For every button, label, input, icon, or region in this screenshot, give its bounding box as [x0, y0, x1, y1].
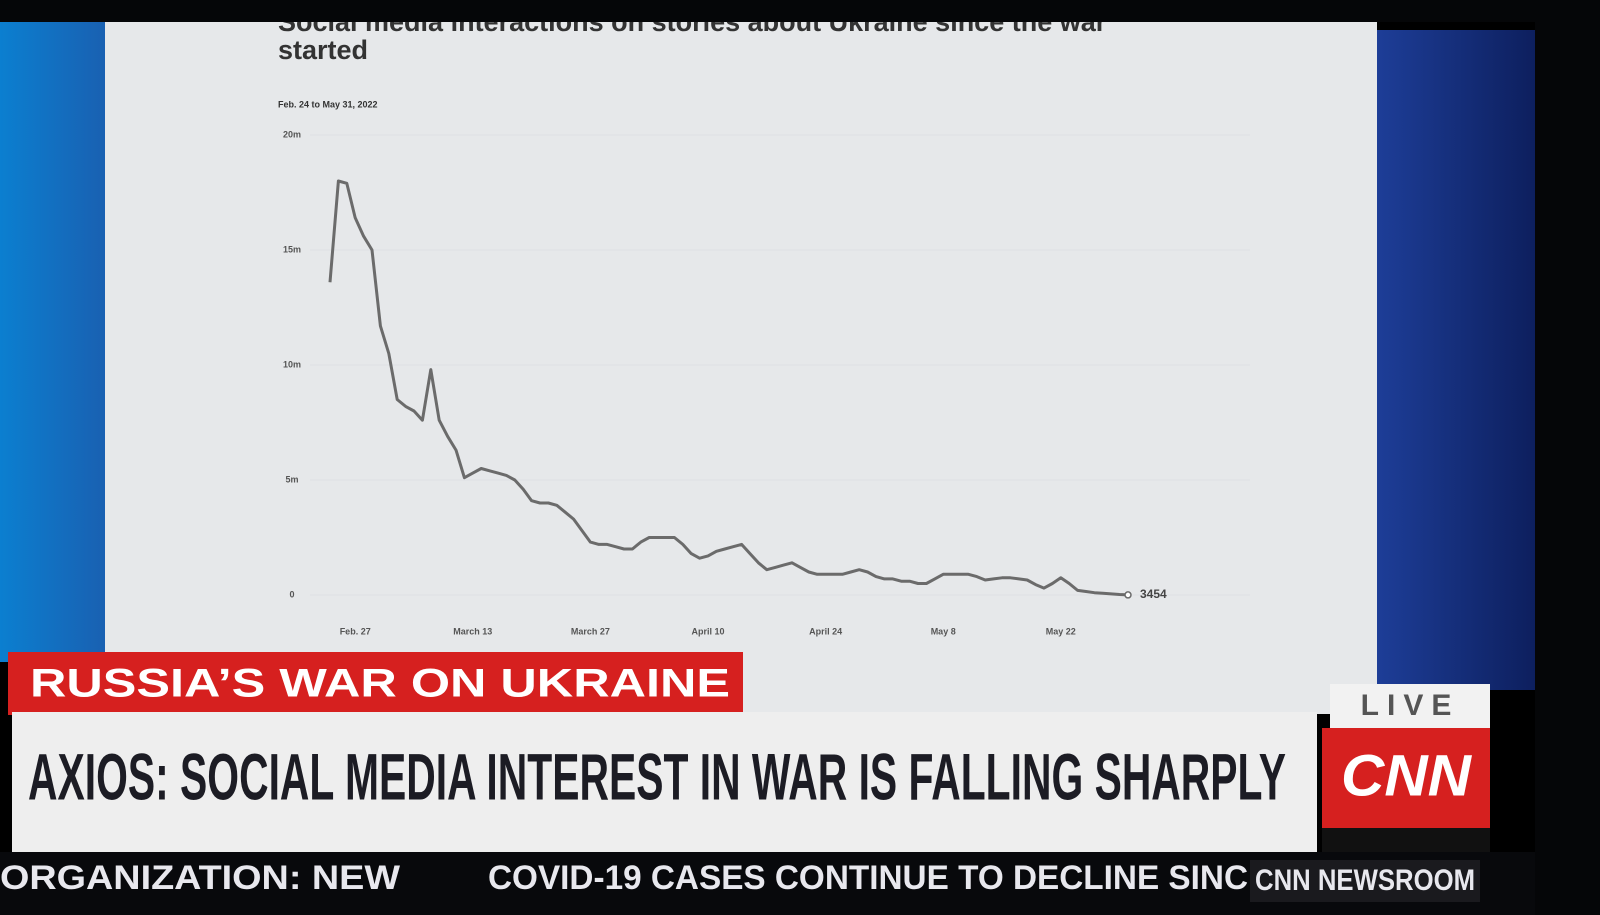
logo-strip [1322, 828, 1490, 852]
y-tick-label: 5m [285, 474, 298, 484]
bezel-right [1535, 0, 1600, 915]
ticker-logo-box [1250, 860, 1480, 902]
end-point [1124, 591, 1132, 599]
ticker-item: CNN NEWSROOM [1255, 864, 1475, 897]
data-line [328, 179, 1129, 597]
headline-bar [12, 712, 1317, 852]
x-tick-label: April 10 [691, 626, 724, 636]
x-tick-label: March 13 [453, 626, 492, 636]
title-wrap: Social media interactions on stories abo… [278, 14, 1106, 64]
chart-panel [105, 14, 1377, 714]
y-tick-label: 15m [283, 244, 301, 254]
plot: 0 5m 10m 15m 20m Feb. 27 March 13 March 27 April… [283, 129, 1250, 636]
x-tick-label: May 8 [931, 626, 956, 636]
y-tick-label: 20m [283, 129, 301, 139]
right-backdrop [1370, 30, 1535, 690]
story-tag: RUSSIA’S WAR ON UKRAINE [30, 662, 730, 706]
live-label: LIVE [1361, 689, 1460, 722]
network-logo: CNN [1341, 743, 1472, 808]
headline: AXIOS: SOCIAL MEDIA INTEREST IN WAR IS F… [28, 739, 1286, 813]
y-tick-label: 0 [289, 589, 294, 599]
x-tick-label: March 27 [571, 626, 610, 636]
tag-box [8, 652, 743, 715]
x-tick-label: April 24 [809, 626, 842, 636]
logo-box [1322, 728, 1490, 828]
left-backdrop [0, 12, 110, 662]
ticker-item: COVID-19 CASES CONTINUE TO DECLINE SINC [488, 859, 1248, 897]
live-box [1330, 684, 1490, 728]
x-tick-label: May 22 [1046, 626, 1076, 636]
bezel-top [0, 0, 1600, 22]
y-tick-label: 10m [283, 359, 301, 369]
chart-subtitle: Feb. 24 to May 31, 2022 [278, 99, 378, 109]
ticker-item: ORGANIZATION: NEW [0, 859, 401, 897]
x-tick-label: Feb. 27 [340, 626, 371, 636]
end-label: 3454 [1140, 587, 1167, 601]
